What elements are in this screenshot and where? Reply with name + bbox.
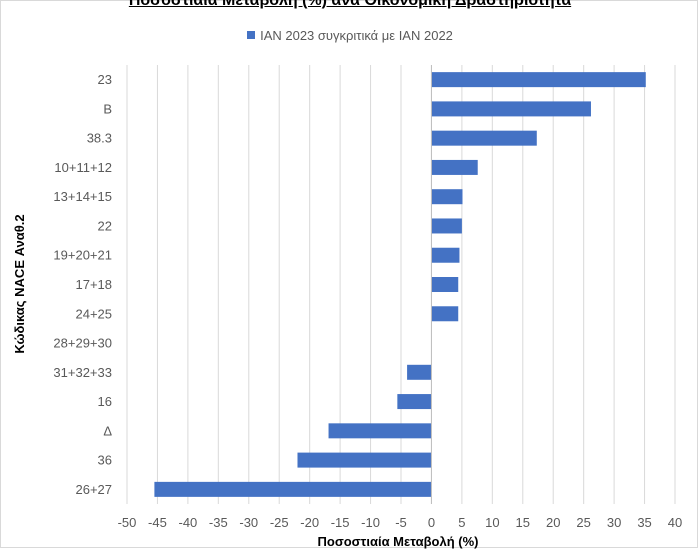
y-tick-label: 16 [98, 394, 112, 409]
x-tick-label: -20 [300, 515, 319, 530]
bar [397, 394, 432, 410]
x-tick-label: -40 [178, 515, 197, 530]
y-tick-label: 24+25 [75, 306, 112, 321]
x-tick-label: -5 [395, 515, 407, 530]
y-tick-label: 13+14+15 [53, 189, 112, 204]
bar [431, 218, 462, 234]
bar [431, 189, 463, 205]
y-tick-label: Δ [103, 423, 112, 438]
y-tick-label: 22 [98, 218, 112, 233]
y-tick-label: 10+11+12 [54, 160, 112, 175]
bar [431, 247, 460, 263]
x-tick-label: 20 [546, 515, 560, 530]
x-tick-label: -15 [331, 515, 350, 530]
y-tick-label: 23 [98, 72, 112, 87]
y-axis-title: Κώδικας NACE Αναθ.2 [12, 214, 27, 353]
x-tick-label: -30 [239, 515, 258, 530]
x-tick-label: 10 [485, 515, 499, 530]
x-tick-label: 35 [637, 515, 651, 530]
bar [297, 452, 432, 468]
y-tick-label: 26+27 [75, 482, 112, 497]
x-axis-title: Ποσοστιαία Μεταβολή (%) [318, 534, 479, 549]
bar [154, 481, 432, 497]
y-tick-label: 19+20+21 [53, 248, 112, 263]
x-tick-label: -10 [361, 515, 380, 530]
legend: ΙΑΝ 2023 συγκριτικά με ΙΑΝ 2022 [0, 28, 700, 43]
x-tick-label: 15 [516, 515, 530, 530]
x-tick-label: -45 [148, 515, 167, 530]
x-tick-label: 5 [458, 515, 465, 530]
x-tick-label: 40 [668, 515, 682, 530]
x-tick-label: -35 [209, 515, 228, 530]
bar [407, 364, 432, 380]
y-tick-label: 36 [98, 453, 112, 468]
bar [431, 159, 478, 175]
bar [431, 101, 591, 117]
x-tick-label: 25 [576, 515, 590, 530]
bar [431, 72, 646, 88]
x-tick-label: 30 [607, 515, 621, 530]
y-tick-label: 31+32+33 [53, 365, 112, 380]
x-tick-label: -50 [118, 515, 137, 530]
bar [431, 130, 537, 146]
y-tick-label: 17+18 [75, 277, 112, 292]
legend-label: ΙΑΝ 2023 συγκριτικά με ΙΑΝ 2022 [260, 28, 453, 43]
x-tick-label: -25 [270, 515, 289, 530]
bar [328, 423, 432, 439]
chart-title: Ποσοστιαία Μεταβολή (%) ανά Οικονομική Δ… [128, 0, 572, 9]
legend-swatch [247, 31, 256, 39]
y-tick-label: 28+29+30 [53, 336, 112, 351]
y-tick-label: B [103, 101, 112, 116]
x-tick-label: 0 [428, 515, 435, 530]
bar [431, 306, 459, 322]
bar [431, 277, 459, 292]
y-tick-label: 38.3 [87, 131, 112, 146]
